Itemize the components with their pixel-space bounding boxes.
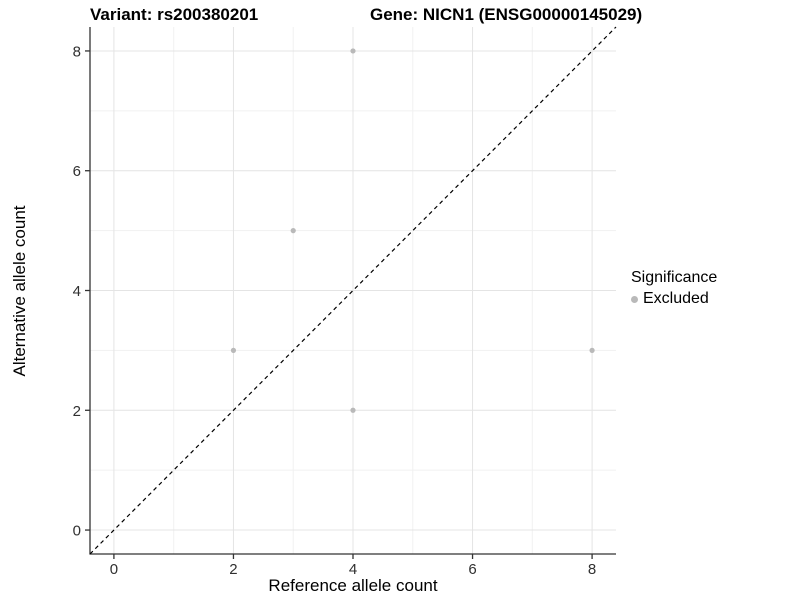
data-point xyxy=(589,347,595,353)
y-tick-label: 4 xyxy=(73,283,81,300)
gridlines-major xyxy=(90,27,616,554)
legend: Significance Excluded xyxy=(631,269,717,308)
y-tick-label: 8 xyxy=(73,43,81,60)
x-tick-label: 8 xyxy=(588,561,596,578)
y-tick-label: 6 xyxy=(73,163,81,180)
data-point xyxy=(350,407,356,413)
data-points xyxy=(230,48,595,413)
y-tick-label: 0 xyxy=(73,523,81,540)
data-point xyxy=(350,48,356,54)
y-tick-label: 2 xyxy=(73,403,81,420)
legend-title: Significance xyxy=(631,269,718,286)
x-tick-label: 2 xyxy=(229,561,237,578)
legend-item-label: Excluded xyxy=(643,290,709,307)
variant-title: Variant: rs200380201 xyxy=(90,5,259,24)
x-tick-label: 4 xyxy=(349,561,357,578)
legend-item-excluded: Excluded xyxy=(631,290,717,308)
tick-labels: 0 2 4 6 8 0 2 4 6 8 xyxy=(73,43,597,578)
excluded-point-icon xyxy=(631,295,638,303)
gene-title: Gene: NICN1 (ENSG00000145029) xyxy=(370,5,643,24)
data-point xyxy=(230,347,237,353)
tick-marks xyxy=(85,50,593,559)
data-point xyxy=(290,228,296,234)
y-axis-label: Alternative allele count xyxy=(10,205,29,377)
x-tick-label: 6 xyxy=(468,561,476,578)
x-axis-label: Reference allele count xyxy=(268,576,438,595)
x-tick-label: 0 xyxy=(110,561,118,578)
